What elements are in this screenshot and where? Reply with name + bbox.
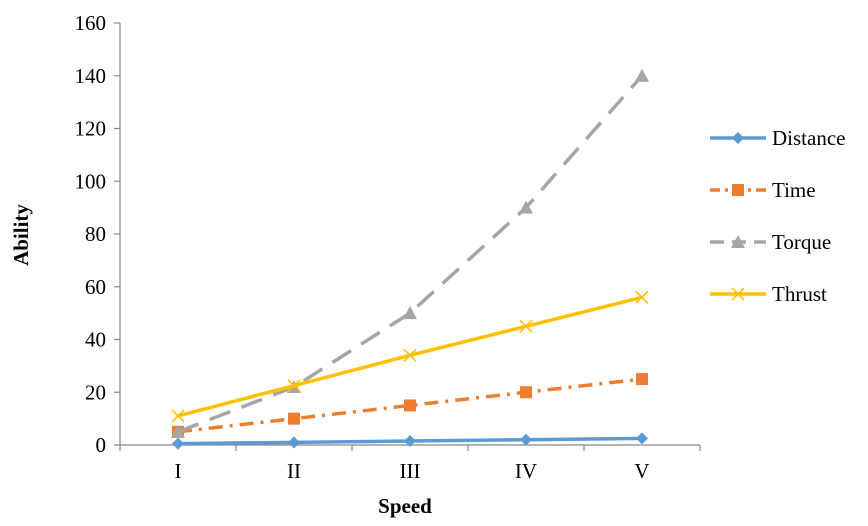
- y-tick-label: 20: [85, 380, 106, 404]
- data-point-thrust: [519, 319, 533, 333]
- y-tick-label: 120: [75, 117, 107, 141]
- data-point-thrust: [287, 379, 301, 393]
- legend-item-distance: Distance: [710, 126, 845, 150]
- y-tick-label: 60: [85, 275, 106, 299]
- data-point-distance: [520, 433, 532, 446]
- data-point-distance: [172, 437, 184, 450]
- data-point-torque: [171, 424, 185, 438]
- y-tick-label: 80: [85, 222, 106, 246]
- x-axis-title: Speed: [378, 494, 432, 518]
- y-tick-label: 40: [85, 328, 106, 352]
- legend-marker-torque: [731, 235, 745, 248]
- y-tick-label: 0: [96, 433, 107, 457]
- legend-marker-distance: [732, 132, 744, 144]
- data-point-torque: [519, 200, 533, 214]
- series-time: [172, 373, 648, 438]
- data-point-thrust: [171, 409, 185, 423]
- data-point-distance: [288, 436, 300, 449]
- data-point-time: [404, 399, 416, 412]
- series-layer: [171, 68, 649, 450]
- x-tick-label: I: [175, 459, 182, 483]
- x-tick-label: IV: [515, 459, 537, 483]
- series-thrust: [171, 290, 649, 423]
- data-point-time: [636, 373, 648, 386]
- data-point-thrust: [635, 290, 649, 304]
- data-point-time: [288, 412, 300, 425]
- legend-marker-thrust: [731, 287, 745, 301]
- legend-label-thrust: Thrust: [772, 282, 827, 306]
- legend-item-torque: Torque: [710, 230, 831, 254]
- data-point-torque: [635, 68, 649, 82]
- x-tick-label: II: [287, 459, 301, 483]
- x-tick-label: III: [400, 459, 421, 483]
- legend-item-time: Time: [710, 178, 816, 202]
- x-tick-label: V: [634, 459, 649, 483]
- legend-item-thrust: Thrust: [710, 282, 827, 306]
- legend-label-torque: Torque: [772, 230, 831, 254]
- data-point-torque: [403, 306, 417, 320]
- y-tick-label: 160: [75, 11, 107, 35]
- legend-marker-time: [732, 184, 744, 196]
- series-torque: [171, 68, 649, 438]
- data-point-time: [520, 386, 532, 399]
- legend-label-time: Time: [772, 178, 816, 202]
- data-point-distance: [636, 432, 648, 445]
- legend-label-distance: Distance: [772, 126, 845, 150]
- data-point-thrust: [403, 348, 417, 362]
- legend: Distance Time Torque Thrust: [710, 126, 845, 306]
- series-distance: [172, 432, 648, 450]
- y-tick-label: 100: [75, 169, 107, 193]
- series-line-torque: [177, 74, 644, 434]
- data-point-distance: [404, 435, 416, 448]
- y-axis-title: Ability: [9, 204, 33, 266]
- y-tick-label: 140: [75, 64, 107, 88]
